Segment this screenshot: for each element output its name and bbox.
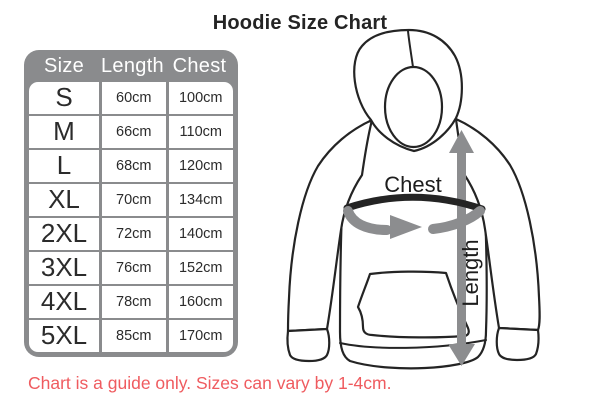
page-title: Hoodie Size Chart xyxy=(212,12,388,34)
table-cell-chest: 110cm xyxy=(168,116,233,148)
table-cell-chest: 140cm xyxy=(168,218,233,250)
column-header-chest: Chest xyxy=(172,54,227,77)
chest-ring-back-arc xyxy=(343,193,486,213)
size-table-body: S 60cm 100cm M 66cm 110cm L 68cm 120cm X… xyxy=(29,82,233,352)
table-cell-length: 60cm xyxy=(101,82,166,114)
column-header-size: Size xyxy=(43,54,85,77)
table-cell-length: 68cm xyxy=(101,150,166,182)
hoodie-hem-line xyxy=(339,339,487,349)
column-header-length: Length xyxy=(101,54,164,77)
table-cell-size: 4XL xyxy=(29,286,99,318)
table-cell-size: 2XL xyxy=(29,218,99,250)
chest-ring-front-arc-right xyxy=(428,206,485,234)
table-cell-size: 3XL xyxy=(29,252,99,284)
table-cell-chest: 160cm xyxy=(168,286,233,318)
hoodie-right-cuff xyxy=(495,326,540,362)
table-cell-length: 85cm xyxy=(101,320,166,352)
length-arrow-head-up xyxy=(449,130,474,153)
chest-ring xyxy=(343,193,486,239)
hood-seam-line xyxy=(407,30,414,68)
table-cell-size: S xyxy=(29,82,99,114)
chest-ring-front-arc-left xyxy=(343,206,392,235)
length-arrow xyxy=(448,130,475,366)
table-cell-chest: 134cm xyxy=(168,184,233,216)
table-cell-chest: 100cm xyxy=(168,82,233,114)
size-table-header: Size Length Chest xyxy=(29,50,233,82)
size-table: Size Length Chest S 60cm 100cm M 66cm 11… xyxy=(24,50,238,357)
hoodie-pocket xyxy=(356,270,470,339)
table-cell-chest: 120cm xyxy=(168,150,233,182)
length-label: Length xyxy=(458,239,483,306)
table-cell-length: 66cm xyxy=(101,116,166,148)
table-cell-size: XL xyxy=(29,184,99,216)
table-cell-length: 76cm xyxy=(101,252,166,284)
length-arrow-shaft xyxy=(457,149,466,349)
table-cell-chest: 170cm xyxy=(168,320,233,352)
hood-opening xyxy=(383,65,444,149)
table-cell-chest: 152cm xyxy=(168,252,233,284)
table-cell-length: 70cm xyxy=(101,184,166,216)
table-cell-length: 78cm xyxy=(101,286,166,318)
chest-label: Chest xyxy=(384,172,441,197)
length-arrow-head-down xyxy=(448,344,475,366)
table-cell-size: M xyxy=(29,116,99,148)
table-cell-length: 72cm xyxy=(101,218,166,250)
hoodie-left-cuff xyxy=(286,327,331,363)
table-cell-size: 5XL xyxy=(29,320,99,352)
table-cell-size: L xyxy=(29,150,99,182)
hoodie-diagram: Chest Length xyxy=(286,28,541,370)
chest-ring-arrow-head xyxy=(390,215,422,239)
disclaimer-note: Chart is a guide only. Sizes can vary by… xyxy=(28,373,392,393)
